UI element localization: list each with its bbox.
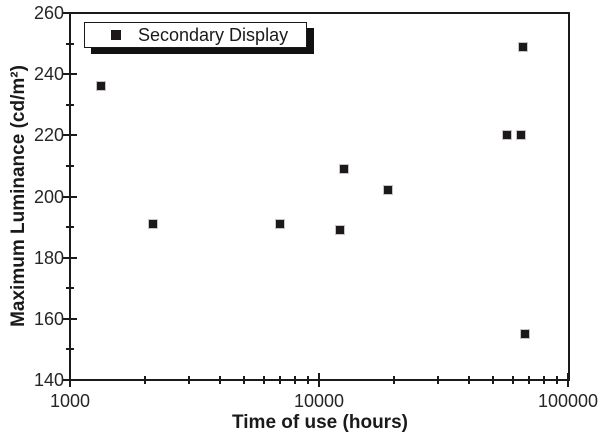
y-major-tick (63, 318, 77, 320)
y-minor-tick (66, 43, 74, 45)
y-tick-label: 180 (33, 248, 64, 268)
legend-square-marker-icon (111, 30, 121, 40)
x-axis-title: Time of use (hours) (232, 412, 408, 433)
y-axis-title: Maximum Luminance (cd/m²) (8, 65, 29, 327)
data-point-marker (517, 131, 525, 139)
y-minor-tick (66, 348, 74, 350)
y-major-tick (63, 196, 77, 198)
y-tick-label: 220 (33, 125, 64, 145)
y-minor-tick (66, 104, 74, 106)
y-tick-label: 260 (33, 3, 64, 23)
y-tick-label: 200 (33, 187, 64, 207)
data-point-marker (519, 43, 527, 51)
plot-area (69, 12, 570, 381)
x-minor-tick (543, 376, 545, 384)
x-minor-tick (188, 376, 190, 384)
y-major-tick (63, 257, 77, 259)
x-minor-tick (294, 376, 296, 384)
x-tick-label: 1000 (49, 391, 91, 411)
legend-label: Secondary Display (138, 24, 289, 45)
data-point-marker (521, 330, 529, 338)
x-major-tick (567, 373, 569, 387)
y-tick-label: 160 (33, 309, 64, 329)
x-minor-tick (243, 376, 245, 384)
y-major-tick (63, 379, 77, 381)
x-tick-label: 100000 (537, 391, 599, 411)
x-minor-tick (512, 376, 514, 384)
x-minor-tick (492, 376, 494, 384)
data-point-marker (276, 220, 284, 228)
y-tick-label: 140 (33, 370, 64, 390)
data-point-marker (336, 226, 344, 234)
y-major-tick (63, 12, 77, 14)
y-major-tick (63, 73, 77, 75)
x-tick-label: 10000 (293, 391, 345, 411)
x-minor-tick (393, 376, 395, 384)
x-minor-tick (219, 376, 221, 384)
legend: Secondary Display (84, 22, 307, 48)
x-major-tick (318, 373, 320, 387)
y-tick-label: 240 (33, 64, 64, 84)
x-minor-tick (279, 376, 281, 384)
x-minor-tick (263, 376, 265, 384)
x-minor-tick (307, 376, 309, 384)
data-point-marker (340, 165, 348, 173)
y-minor-tick (66, 226, 74, 228)
data-point-marker (149, 220, 157, 228)
data-point-marker (97, 82, 105, 90)
data-point-marker (384, 186, 392, 194)
y-minor-tick (66, 287, 74, 289)
x-minor-tick (144, 376, 146, 384)
y-minor-tick (66, 165, 74, 167)
y-major-tick (63, 134, 77, 136)
x-minor-tick (528, 376, 530, 384)
x-minor-tick (468, 376, 470, 384)
data-point-marker (503, 131, 511, 139)
x-minor-tick (437, 376, 439, 384)
x-minor-tick (556, 376, 558, 384)
